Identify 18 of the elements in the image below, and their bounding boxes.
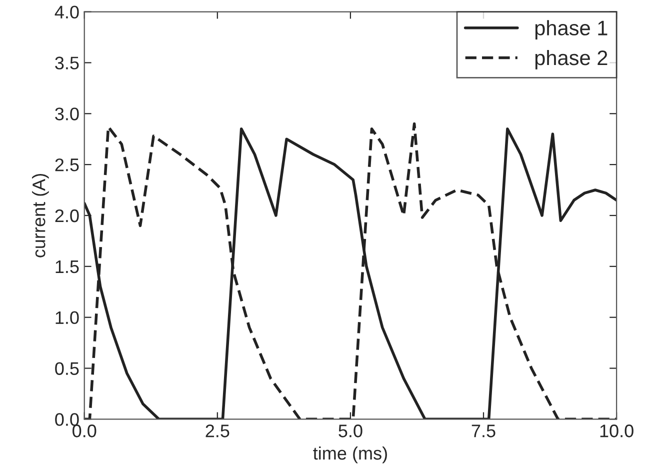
- x-tick-label: 2.5: [206, 424, 230, 438]
- y-tick-label: 2.5: [55, 158, 79, 172]
- x-tick-label: 0.0: [72, 424, 96, 438]
- y-tick-label: 1.5: [56, 260, 79, 274]
- y-tick-label: 2.0: [55, 209, 79, 222]
- legend-label: phase 1: [535, 20, 608, 40]
- y-tick-label: 0.5: [55, 362, 79, 375]
- x-tick-label: 5.0: [338, 424, 362, 438]
- y-tick-label: 4.0: [54, 6, 79, 18]
- y-axis-title: current (A): [32, 174, 49, 258]
- y-tick-label: 1.0: [56, 311, 79, 324]
- x-tick-label: 7.5: [472, 424, 496, 438]
- legend-label: phase 2: [535, 50, 608, 70]
- y-tick-label: 3.5: [55, 56, 79, 70]
- y-tick-label: 0.0: [55, 413, 79, 426]
- x-axis-title: time (ms): [313, 446, 387, 464]
- y-tick-label: 3.0: [55, 108, 79, 120]
- x-tick-label: 10.0: [600, 424, 634, 438]
